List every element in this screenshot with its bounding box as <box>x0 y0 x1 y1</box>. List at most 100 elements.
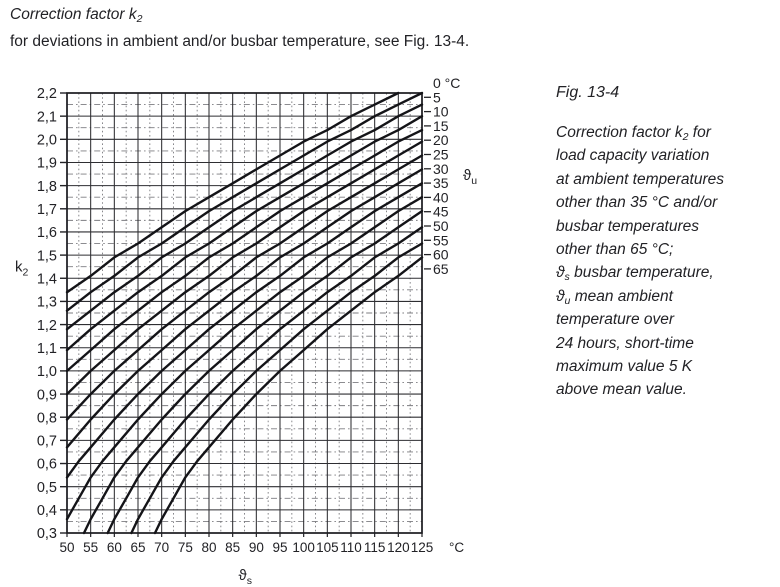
chart-canvas: 2,2 2,1 2,0 1,9 1,8 1,7 1,6 1,5 1,4 1,3 1,2 1,1 1,0 0… <box>15 75 477 587</box>
curve-label-40: 40 <box>433 189 449 205</box>
y-tick-label: 0,7 <box>37 434 57 450</box>
y-tick-label: 1,9 <box>37 156 57 172</box>
x-tick-label: 105 <box>316 540 339 555</box>
curve-label-45: 45 <box>433 204 449 220</box>
y-axis-labels: 2,2 2,1 2,0 1,9 1,8 1,7 1,6 1,5 1,4 1,3 1,2 1,1 1,0 0… <box>37 86 67 542</box>
x-tick-label: 55 <box>83 540 98 555</box>
x-tick-label: 60 <box>107 540 122 555</box>
curve-theta-u-5 <box>65 91 424 312</box>
y-tick-label: 1,4 <box>37 271 57 287</box>
text-segment: above mean value. <box>556 381 687 399</box>
y-tick-label: 0,4 <box>37 503 57 519</box>
subscript-text: u <box>564 294 571 307</box>
y-axis-title: k2 <box>15 258 29 278</box>
caption-line: other than 65 °C; <box>556 238 774 261</box>
y-tick-label: 1,5 <box>37 248 57 264</box>
plot-border <box>66 92 423 534</box>
text-segment: mean ambient <box>570 287 673 305</box>
y-tick-label: 1,3 <box>37 295 57 311</box>
x-tick-label: 65 <box>130 540 145 555</box>
text-segment: ϑ <box>556 264 565 282</box>
subscript-text: 2 <box>136 12 143 25</box>
text-segment: Correction factor k <box>556 124 683 141</box>
x-tick-label: 115 <box>364 540 386 555</box>
curve-label-25: 25 <box>433 147 449 163</box>
curve-theta-u-30 <box>65 154 424 421</box>
x-tick-label: 110 <box>340 540 362 555</box>
text-segment: busbar temperature, <box>569 264 714 282</box>
curve-label-0: 0 °C <box>433 76 460 91</box>
curve-label-5: 5 <box>433 89 441 105</box>
x-tick-label: 50 <box>59 540 74 555</box>
curve-theta-u-65 <box>153 256 424 535</box>
x-axis-unit: °C <box>449 540 464 555</box>
curve-theta-u-55 <box>106 226 424 535</box>
x-tick-label: 100 <box>292 540 315 555</box>
text-segment: maximum value 5 K <box>556 358 693 376</box>
caption-line: ϑu mean ambient <box>556 285 774 308</box>
y-tick-label: 1,0 <box>37 364 57 380</box>
caption-line: temperature over <box>556 308 774 331</box>
curve-label-60: 60 <box>433 247 449 263</box>
y-tick-label: 2,2 <box>37 86 57 102</box>
x-axis-labels: 50 55 60 65 70 75 80 85 90 95 100 105 110 115 120 125 °C <box>59 533 464 555</box>
figure-caption-heading: Fig. 13-4 <box>556 84 620 101</box>
y-tick-label: 2,0 <box>37 133 57 149</box>
y-tick-label: 1,6 <box>37 225 57 241</box>
curve-theta-u-10 <box>65 103 424 331</box>
curve-label-65: 65 <box>433 261 449 277</box>
text-segment: load capacity variation <box>556 147 710 165</box>
curve-theta-u-0 <box>65 91 400 294</box>
curve-theta-u-25 <box>65 140 424 396</box>
caption-line: at ambient temperatures <box>556 168 774 191</box>
x-tick-label: 75 <box>178 540 193 555</box>
text-segment: ϑ <box>556 287 565 305</box>
figure-caption: Fig. 13-4 Correction factor k2 for load c… <box>556 84 774 402</box>
curve-theta-u-45 <box>65 196 424 521</box>
curve-label-15: 15 <box>433 118 449 134</box>
curves <box>65 91 424 535</box>
y-tick-label: 2,1 <box>37 109 57 125</box>
curve-label-20: 20 <box>433 132 449 148</box>
text-segment: other than 65 °C; <box>556 241 674 259</box>
page-title: Correction factor k2 <box>10 6 143 24</box>
curve-label-30: 30 <box>433 161 449 177</box>
subscript-text: 2 <box>682 130 689 143</box>
x-tick-label: 85 <box>225 540 240 555</box>
axis-titles: k2 ϑs <box>15 258 252 587</box>
text-segment: for <box>688 124 711 141</box>
y-tick-label: 0,3 <box>37 526 57 542</box>
text-segment: Correction factor k <box>10 6 137 23</box>
text-segment: 24 hours, short-time <box>556 334 694 352</box>
caption-line: Correction factor k2 for <box>556 121 774 144</box>
y-tick-label: 1,1 <box>37 341 57 357</box>
curve-label-55: 55 <box>433 232 449 248</box>
curve-theta-u-40 <box>65 182 424 479</box>
curve-label-10: 10 <box>433 104 449 120</box>
caption-line: maximum value 5 K <box>556 355 774 378</box>
y-tick-label: 0,6 <box>37 457 57 473</box>
caption-line: 24 hours, short-time <box>556 332 774 355</box>
page-subtitle: for deviations in ambient and/or busbar … <box>10 33 470 50</box>
text-segment: other than 35 °C and/or <box>556 194 718 212</box>
x-tick-label: 80 <box>201 540 216 555</box>
caption-line: above mean value. <box>556 378 774 401</box>
curve-family-label: ϑu <box>463 167 477 187</box>
text-segment: busbar temperatures <box>556 217 700 235</box>
x-tick-label: 120 <box>387 540 410 555</box>
x-tick-label: 70 <box>154 540 169 555</box>
y-tick-label: 1,8 <box>37 179 57 195</box>
caption-line: other than 35 °C and/or <box>556 191 774 214</box>
x-tick-label: 90 <box>249 540 264 555</box>
y-tick-label: 0,5 <box>37 480 57 496</box>
caption-line: load capacity variation <box>556 144 774 167</box>
caption-line: busbar temperatures <box>556 215 774 238</box>
curve-theta-u-60 <box>130 242 424 535</box>
figure-caption-body: Correction factor k2 for load capacity va… <box>556 121 774 402</box>
caption-line: ϑs busbar temperature, <box>556 261 774 284</box>
y-tick-label: 0,9 <box>37 387 57 403</box>
x-tick-label: 125 <box>411 540 434 555</box>
